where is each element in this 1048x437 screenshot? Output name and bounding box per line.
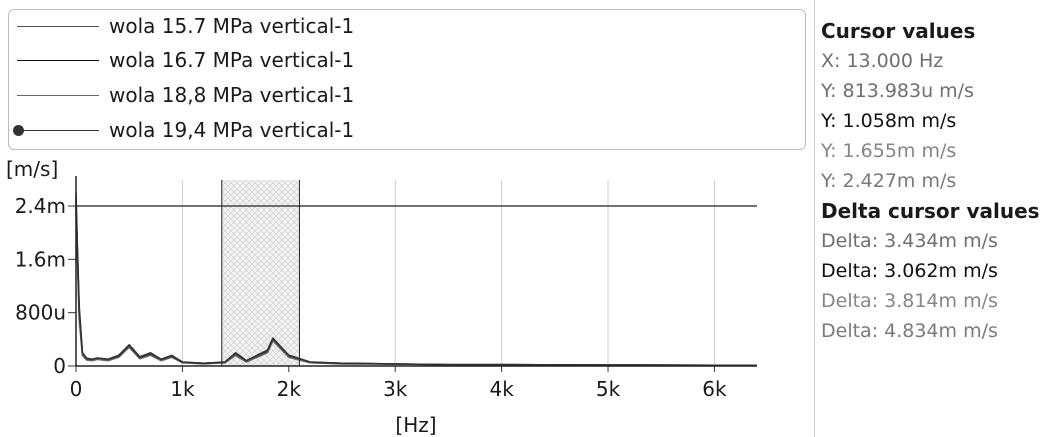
y-tick-label: 2.4m [15, 194, 66, 218]
x-tick-label: 5k [596, 377, 621, 401]
delta-value: Delta: 3.434m m/s [821, 230, 998, 252]
cursor-values-panel: Cursor values X: 13.000 Hz Y: 813.983u m… [821, 16, 1046, 346]
legend-label: wola 18,8 MPa vertical-1 [109, 83, 355, 107]
tick-labels: 0 1k 2k 3k 4k 5k 6k 0 800u 1.6m 2.4m [15, 194, 727, 401]
x-tick-label: 1k [170, 377, 195, 401]
cursor-y-value: Y: 1.655m m/s [821, 140, 957, 162]
legend-item[interactable]: wola 16.7 MPa vertical-1 [9, 44, 789, 78]
legend: wola 15.7 MPa vertical-1 wola 16.7 MPa v… [8, 9, 806, 150]
cursor-region[interactable] [221, 180, 300, 366]
series-line [75, 212, 757, 367]
panel-divider [814, 0, 815, 437]
x-tick-label: 6k [702, 377, 727, 401]
x-tick-label: 4k [489, 377, 514, 401]
chart-area: wola 15.7 MPa vertical-1 wola 16.7 MPa v… [0, 9, 812, 437]
y-tick-label: 1.6m [15, 247, 66, 271]
delta-value: Delta: 3.814m m/s [821, 290, 998, 312]
delta-value: Delta: 4.834m m/s [821, 320, 998, 342]
legend-item[interactable]: wola 15.7 MPa vertical-1 [9, 10, 789, 44]
x-tick-label: 2k [277, 377, 302, 401]
legend-line-swatch [17, 26, 99, 27]
x-tick-label: 3k [383, 377, 408, 401]
circle-marker-icon [13, 125, 24, 136]
axes [68, 176, 757, 372]
series-line [75, 192, 757, 367]
cursor-y-value: Y: 2.427m m/s [821, 170, 957, 192]
cursor-y-value: Y: 813.983u m/s [821, 80, 974, 102]
cursor-values-heading: Cursor values [821, 19, 976, 43]
cursor-lines[interactable] [221, 180, 300, 366]
series-line [75, 205, 757, 367]
y-tick-label: 800u [15, 301, 66, 325]
legend-item[interactable]: wola 19,4 MPa vertical-1 [9, 114, 789, 148]
y-axis-label: [m/s] [6, 157, 58, 181]
y-tick-label: 0 [53, 354, 66, 378]
series-group [75, 192, 757, 367]
delta-value: Delta: 3.062m m/s [821, 260, 998, 282]
series-line [75, 199, 757, 367]
cursor-x-value: X: 13.000 Hz [821, 50, 944, 72]
legend-label: wola 16.7 MPa vertical-1 [109, 48, 355, 72]
legend-label: wola 19,4 MPa vertical-1 [109, 118, 355, 142]
legend-line-swatch [17, 60, 99, 61]
legend-line-swatch [17, 95, 99, 96]
cursor-y-value: Y: 1.058m m/s [821, 110, 957, 132]
plot[interactable]: [m/s] [Hz] 0 1k 2k 3k 4k 5k 6k 0 800u 1.6m 2.4m [0, 150, 812, 437]
delta-cursor-values-heading: Delta cursor values [821, 199, 1040, 223]
legend-label: wola 15.7 MPa vertical-1 [109, 14, 355, 38]
legend-item[interactable]: wola 18,8 MPa vertical-1 [9, 79, 789, 113]
x-axis-label: [Hz] [395, 413, 436, 437]
legend-line-swatch [17, 130, 99, 131]
x-tick-label: 0 [70, 377, 83, 401]
